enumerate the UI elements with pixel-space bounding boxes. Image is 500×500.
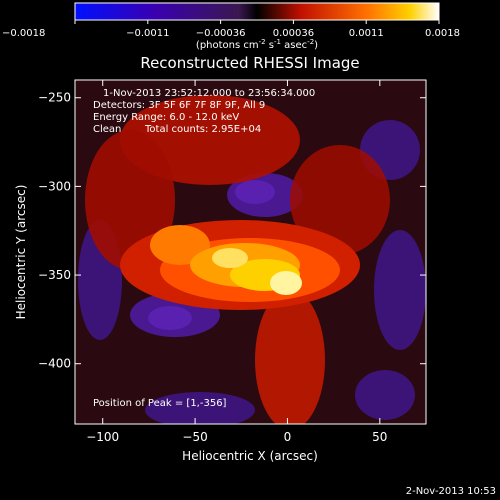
colorbar-tick-label: −0.0018 [2, 28, 45, 39]
colorbar-ticks: −0.0018 −0.0011 −0.00036 0.00036 0.0011 0.001… [2, 20, 460, 39]
colorbar-tick-label: −0.0011 [126, 28, 169, 39]
negative-lobe-core [148, 306, 192, 330]
clean-annotation: Clean [93, 124, 121, 135]
x-tick-label: −50 [182, 430, 207, 444]
y-tick-label: −300 [38, 179, 71, 193]
negative-lobe [355, 370, 415, 420]
emission-region [212, 248, 248, 268]
plot-frame [74, 79, 427, 425]
colorbar-gradient [74, 2, 440, 21]
x-tick-label: 0 [284, 430, 292, 444]
emission-peak [270, 271, 302, 295]
colorbar-tick-label: −0.00036 [196, 28, 246, 39]
total-counts-annotation: Total counts: 2.95E+04 [144, 124, 261, 135]
energy-range-annotation: Energy Range: 6.0 - 12.0 keV [93, 112, 239, 123]
colorbar: −0.0018 −0.0011 −0.00036 0.00036 0.0011 0.001… [2, 2, 460, 51]
x-tick-label: 50 [372, 430, 387, 444]
x-axis: −100 −50 0 50 [86, 80, 387, 444]
negative-lobe [145, 392, 255, 424]
colorbar-tick-label: 0.00036 [273, 28, 314, 39]
colorbar-tick-label: 0.0011 [349, 28, 384, 39]
y-axis-label: Heliocentric Y (arcsec) [14, 185, 28, 320]
y-axis: −250 −300 −350 −400 [38, 91, 426, 371]
footer-timestamp: 2-Nov-2013 10:53 [406, 486, 496, 497]
emission-region [150, 225, 210, 265]
negative-lobe-core [235, 180, 275, 204]
y-tick-label: −400 [38, 357, 71, 371]
time-range-annotation: 1-Nov-2013 23:52:12.000 to 23:56:34.000 [103, 88, 315, 99]
chart-title: Reconstructed RHESSI Image [140, 54, 359, 72]
x-tick-label: −100 [86, 430, 119, 444]
y-tick-label: −350 [38, 268, 71, 282]
annotations: 1-Nov-2013 23:52:12.000 to 23:56:34.000 … [93, 88, 315, 409]
peak-position-annotation: Position of Peak = [1,-356] [93, 398, 227, 409]
emission-region [255, 290, 325, 424]
detectors-annotation: Detectors: 3F 5F 6F 7F 8F 9F, All 9 [93, 100, 265, 111]
emission-region [290, 145, 390, 255]
negative-lobe [374, 230, 426, 350]
y-tick-label: −250 [38, 91, 71, 105]
heatmap [75, 80, 426, 424]
colorbar-tick-label: 0.0018 [425, 28, 460, 39]
x-axis-label: Heliocentric X (arcsec) [182, 449, 318, 463]
colorbar-units: (photons cm-2 s-1 asec-2) [196, 38, 318, 51]
